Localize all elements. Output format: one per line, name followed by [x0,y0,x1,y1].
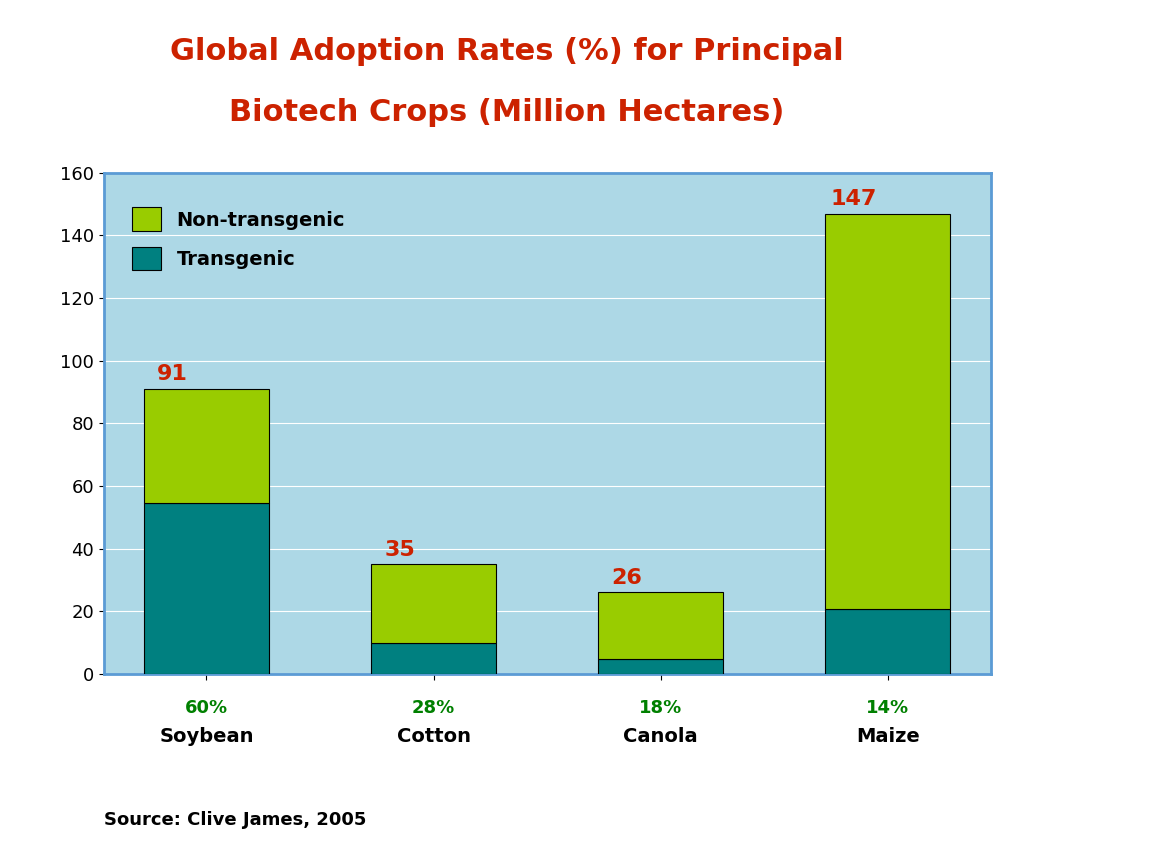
Text: 26: 26 [612,568,642,588]
Text: 147: 147 [831,189,877,209]
Bar [826,213,950,609]
Text: 18%: 18% [639,699,682,717]
Text: 28%: 28% [412,699,455,717]
Bar [144,389,268,503]
Text: 14%: 14% [866,699,909,717]
Bar [598,593,723,659]
Text: 91: 91 [157,365,188,384]
Bar [371,564,497,643]
Text: Source: Clive James, 2005: Source: Clive James, 2005 [104,811,366,829]
Text: 60%: 60% [185,699,228,717]
Text: Soybean: Soybean [159,727,253,746]
Text: Maize: Maize [856,727,919,746]
Legend: Non-transgenic, Transgenic: Non-transgenic, Transgenic [122,198,355,280]
Bar [144,503,268,674]
Bar [371,643,497,674]
Bar [598,659,723,674]
Text: Biotech Crops (Million Hectares): Biotech Crops (Million Hectares) [229,98,785,127]
Text: 35: 35 [384,540,415,560]
Text: Canola: Canola [623,727,698,746]
Text: Cotton: Cotton [396,727,471,746]
Bar [826,609,950,674]
Text: Global Adoption Rates (%) for Principal: Global Adoption Rates (%) for Principal [170,37,843,67]
